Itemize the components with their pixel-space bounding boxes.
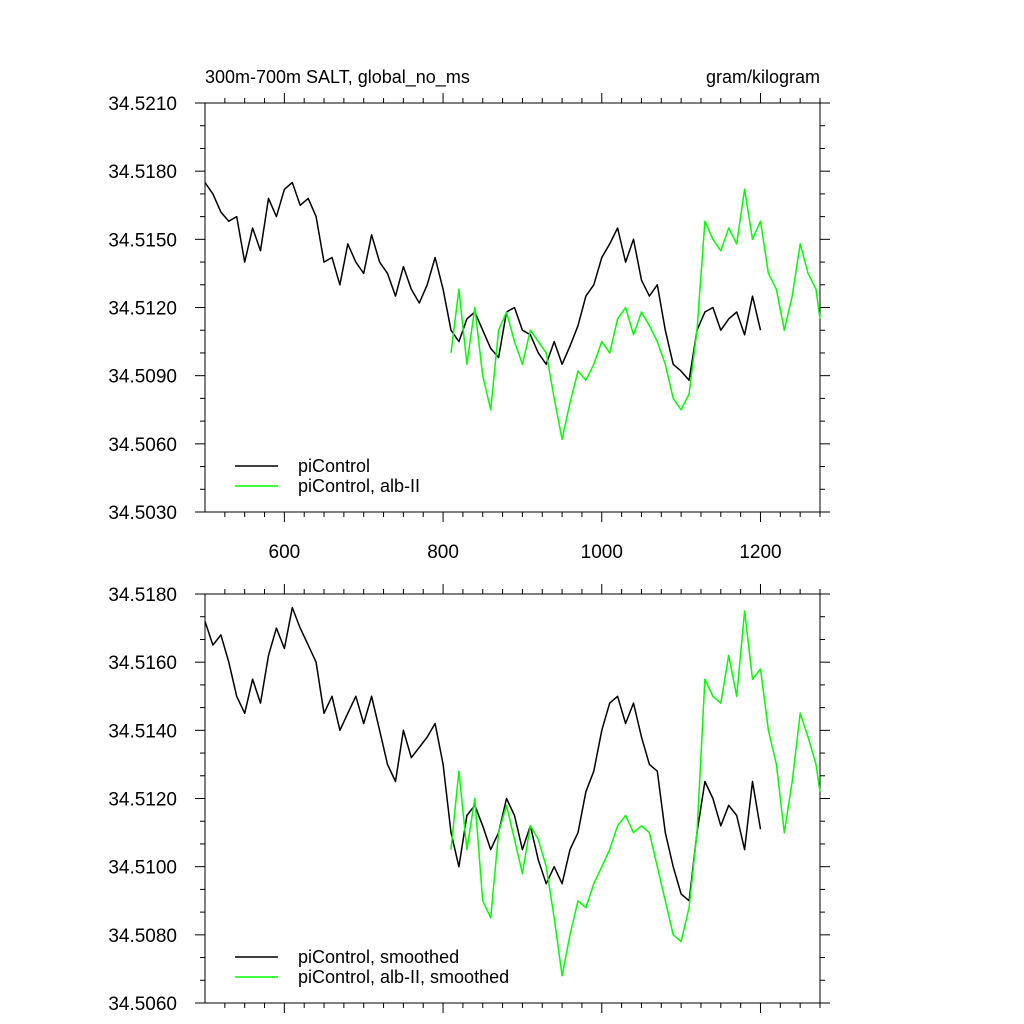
y-tick-label: 34.5120 <box>108 299 177 320</box>
series-line-1 <box>450 188 821 441</box>
y-tick-label: 34.5060 <box>108 435 177 456</box>
series-line-1 <box>450 610 821 977</box>
y-tick-label: 34.5120 <box>108 790 177 811</box>
y-tick-label: 34.5180 <box>108 585 177 606</box>
y-tick-label: 34.5100 <box>108 858 177 879</box>
top-plot-frame <box>204 102 821 513</box>
legend-label-1: piControl, alb-II, smoothed <box>298 967 509 987</box>
bottom-panel: 34.5060 34.5080 34.5100 34.5120 34.5140 34.51… <box>108 584 830 1015</box>
y-tick-label: 34.5180 <box>108 162 177 183</box>
y-tick-label: 34.5160 <box>108 653 177 674</box>
y-tick-label: 34.5150 <box>108 230 177 251</box>
y-tick-label: 34.5090 <box>108 367 177 388</box>
x-tick-label: 1000 <box>581 542 623 563</box>
y-tick-label: 34.5060 <box>108 994 177 1015</box>
legend-label-0: piControl, smoothed <box>298 947 459 967</box>
top-plot-units: gram/kilogram <box>706 67 820 87</box>
x-tick-label: 600 <box>269 542 301 563</box>
top-panel: 300m-700m SALT, global_no_ms gram/kilogr… <box>108 67 830 563</box>
y-tick-label: 34.5140 <box>108 721 177 742</box>
x-tick-label: 1200 <box>739 542 781 563</box>
y-tick-label: 34.5080 <box>108 926 177 947</box>
x-tick-label: 800 <box>427 542 459 563</box>
top-plot-title: 300m-700m SALT, global_no_ms <box>205 67 470 88</box>
legend-label-1: piControl, alb-II <box>298 476 420 496</box>
series-line-0 <box>204 181 762 381</box>
y-tick-label: 34.5210 <box>108 94 177 115</box>
y-tick-label: 34.5030 <box>108 503 177 524</box>
series-line-0 <box>204 606 762 902</box>
bottom-plot-frame <box>204 593 821 1004</box>
legend-label-0: piControl <box>298 456 370 476</box>
